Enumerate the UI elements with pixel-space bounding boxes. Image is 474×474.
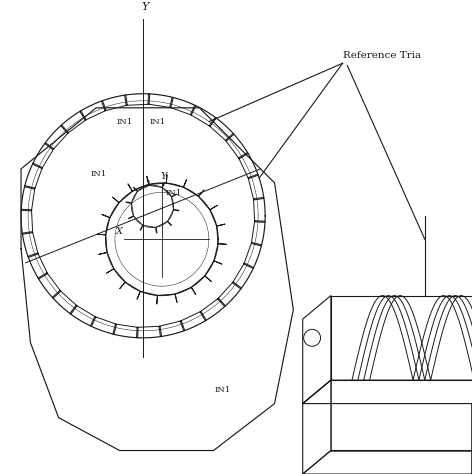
- Text: Y: Y: [161, 172, 167, 181]
- Text: IN1: IN1: [215, 386, 231, 394]
- Polygon shape: [303, 380, 331, 474]
- Text: Reference Tria: Reference Tria: [343, 51, 421, 60]
- Polygon shape: [303, 380, 474, 403]
- Polygon shape: [303, 450, 474, 474]
- Text: Y: Y: [142, 1, 149, 11]
- Text: IN1: IN1: [165, 189, 182, 197]
- Polygon shape: [472, 380, 474, 474]
- Text: IN1: IN1: [149, 118, 165, 126]
- Polygon shape: [331, 296, 474, 380]
- Text: IN1: IN1: [91, 170, 107, 178]
- Text: X: X: [115, 227, 122, 236]
- Polygon shape: [303, 296, 331, 403]
- Text: IN1: IN1: [116, 118, 132, 126]
